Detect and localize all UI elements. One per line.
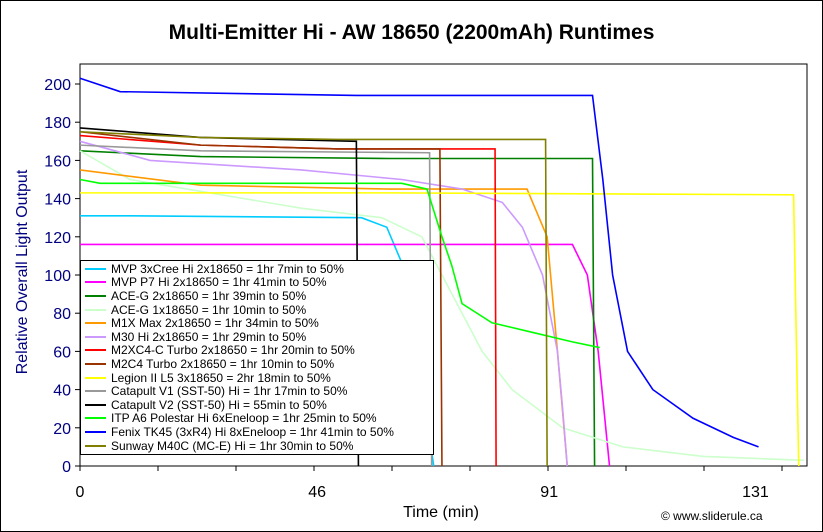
series-line-12 bbox=[79, 77, 759, 448]
series-line-7 bbox=[79, 130, 443, 467]
legend-entry: Catapult V1 (SST-50) Hi = 1hr 17min to 5… bbox=[81, 384, 433, 398]
legend-label: Catapult V2 (SST-50) Hi = 55min to 50% bbox=[111, 397, 327, 412]
x-tick-label: 91 bbox=[540, 484, 558, 501]
legend-entry: MVP 3xCree Hi 2x18650 = 1hr 7min to 50% bbox=[81, 262, 433, 276]
legend-swatch bbox=[85, 281, 106, 284]
legend-label: Legion II L5 3x18650 = 2hr 18min to 50% bbox=[111, 370, 331, 385]
legend-swatch bbox=[85, 362, 106, 365]
series-line-2 bbox=[79, 150, 596, 467]
series-line-8 bbox=[80, 192, 800, 467]
x-axis-label: Time (min) bbox=[403, 504, 479, 521]
y-tick-label: 200 bbox=[44, 77, 71, 94]
y-tick-label: 20 bbox=[53, 421, 71, 438]
y-tick-label: 100 bbox=[44, 268, 71, 285]
y-tick-label: 60 bbox=[53, 344, 71, 361]
y-tick-label: 0 bbox=[62, 459, 71, 476]
legend-entry: M2XC4-C Turbo 2x18650 = 1hr 20min to 50% bbox=[81, 343, 433, 358]
credit-text: © www.sliderule.ca bbox=[661, 509, 763, 523]
legend-entry: Fenix TK45 (3xR4) Hi 8xEneloop = 1hr 41m… bbox=[81, 425, 433, 439]
legend-entry: Legion II L5 3x18650 = 2hr 18min to 50% bbox=[81, 371, 433, 385]
legend-entry: M1X Max 2x18650 = 1hr 34min to 50% bbox=[81, 316, 433, 330]
y-tick-label: 40 bbox=[53, 383, 71, 400]
legend-label: Fenix TK45 (3xR4) Hi 8xEneloop = 1hr 41m… bbox=[111, 424, 394, 439]
legend-label: M30 Hi 2x18650 = 1hr 29min to 50% bbox=[111, 329, 307, 344]
legend-swatch bbox=[85, 417, 106, 420]
legend-swatch bbox=[85, 430, 106, 433]
legend-swatch bbox=[85, 349, 106, 352]
legend-swatch bbox=[85, 322, 106, 325]
legend-entry: ACE-G 2x18650 = 1hr 39min to 50% bbox=[81, 289, 433, 303]
legend-entry: ITP A6 Polestar Hi 6xEneloop = 1hr 25min… bbox=[81, 411, 433, 426]
legend-label: ITP A6 Polestar Hi 6xEneloop = 1hr 25min… bbox=[111, 411, 377, 426]
legend-swatch bbox=[85, 308, 106, 311]
chart-title: Multi-Emitter Hi - AW 18650 (2200mAh) Ru… bbox=[168, 21, 655, 44]
legend-label: MVP 3xCree Hi 2x18650 = 1hr 7min to 50% bbox=[111, 261, 344, 276]
legend-entry: MVP P7 Hi 2x18650 = 1hr 41min to 50% bbox=[81, 275, 433, 290]
series-line-3 bbox=[79, 150, 804, 462]
legend-entry: ACE-G 1x18650 = 1hr 10min to 50% bbox=[81, 303, 433, 317]
legend-swatch bbox=[85, 403, 106, 406]
legend-entry: M30 Hi 2x18650 = 1hr 29min to 50% bbox=[81, 330, 433, 344]
legend: MVP 3xCree Hi 2x18650 = 1hr 7min to 50% M… bbox=[80, 260, 434, 456]
x-tick-label: 0 bbox=[76, 484, 85, 501]
legend-swatch bbox=[85, 390, 106, 393]
legend-entry: M2C4 Turbo 2x18650 = 1hr 10min to 50% bbox=[81, 357, 433, 371]
y-tick-label: 80 bbox=[53, 306, 71, 323]
legend-label: ACE-G 2x18650 = 1hr 39min to 50% bbox=[111, 288, 307, 303]
series-line-11 bbox=[79, 178, 600, 349]
legend-label: Sunway M40C (MC-E) Hi = 1hr 30min to 50% bbox=[111, 438, 354, 453]
y-tick-label: 180 bbox=[44, 115, 71, 132]
legend-label: M2C4 Turbo 2x18650 = 1hr 10min to 50% bbox=[111, 356, 335, 371]
legend-entry: Sunway M40C (MC-E) Hi = 1hr 30min to 50% bbox=[81, 439, 433, 453]
legend-entry: Catapult V2 (SST-50) Hi = 55min to 50% bbox=[81, 398, 433, 412]
legend-label: M2XC4-C Turbo 2x18650 = 1hr 20min to 50% bbox=[111, 343, 355, 358]
legend-label: Catapult V1 (SST-50) Hi = 1hr 17min to 5… bbox=[111, 384, 348, 399]
series-line-5 bbox=[79, 140, 569, 467]
legend-swatch bbox=[85, 267, 106, 270]
legend-label: MVP P7 Hi 2x18650 = 1hr 41min to 50% bbox=[111, 275, 327, 290]
legend-swatch bbox=[85, 335, 106, 338]
legend-label: M1X Max 2x18650 = 1hr 34min to 50% bbox=[111, 316, 319, 331]
x-tick-label: 131 bbox=[742, 484, 769, 501]
legend-label: ACE-G 1x18650 = 1hr 10min to 50% bbox=[111, 302, 307, 317]
y-tick-label: 120 bbox=[44, 230, 71, 247]
y-tick-label: 140 bbox=[44, 192, 71, 209]
legend-swatch bbox=[85, 294, 106, 297]
y-tick-label: 160 bbox=[44, 153, 71, 170]
series-line-13 bbox=[79, 130, 548, 467]
series-line-1 bbox=[80, 243, 611, 467]
legend-swatch bbox=[85, 376, 106, 379]
x-tick-label: 46 bbox=[308, 484, 326, 501]
legend-swatch bbox=[85, 444, 106, 447]
